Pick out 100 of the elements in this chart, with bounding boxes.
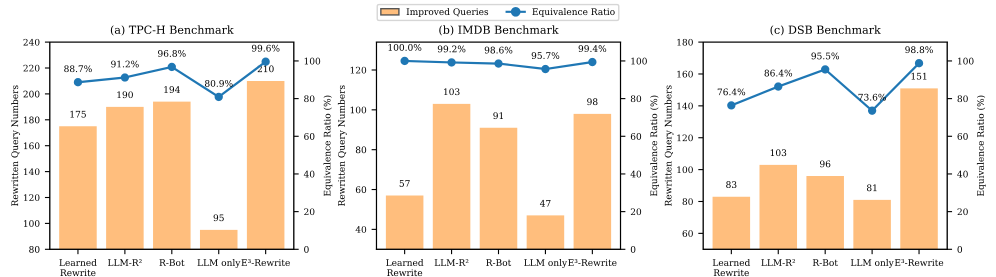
x-tick-label: LLM-R² bbox=[108, 259, 142, 266]
y2-tick-label: 80 bbox=[958, 95, 968, 102]
x-tick-label: R-Bot bbox=[812, 259, 838, 266]
data-label: 76.4% bbox=[718, 88, 746, 96]
data-label: 95.7% bbox=[532, 52, 560, 59]
data-label: 99.4% bbox=[578, 45, 606, 52]
x-tick-label: Learned Rewrite bbox=[386, 259, 424, 276]
y2-tick-label: 80 bbox=[304, 95, 314, 102]
data-label: 194 bbox=[164, 86, 180, 93]
point bbox=[727, 101, 736, 110]
x-tick-label: LLM only bbox=[198, 259, 240, 268]
y2-tick-label: 60 bbox=[958, 133, 968, 140]
y2-tick-label: 100 bbox=[958, 58, 974, 64]
y-tick-label: 120 bbox=[350, 66, 366, 74]
point bbox=[914, 59, 924, 68]
y-axis-title: Rewritten Query Numbers bbox=[11, 85, 20, 206]
data-label: 103 bbox=[770, 149, 786, 156]
y-tick-label: 60 bbox=[356, 186, 366, 194]
x-tick-label: Learned Rewrite bbox=[712, 259, 750, 276]
y-tick-label: 200 bbox=[23, 90, 40, 98]
data-label: 98.6% bbox=[484, 46, 512, 54]
point bbox=[120, 73, 130, 82]
y2-tick-label: 20 bbox=[304, 208, 314, 216]
data-label: 175 bbox=[70, 110, 86, 118]
data-label: 81 bbox=[866, 184, 877, 192]
point bbox=[168, 62, 176, 72]
y2-tick-label: 40 bbox=[630, 170, 642, 178]
data-label: 190 bbox=[117, 91, 133, 98]
data-label: 99.6% bbox=[252, 44, 280, 52]
y-tick-label: 140 bbox=[24, 168, 40, 176]
y2-tick-label: 40 bbox=[304, 170, 314, 178]
point bbox=[74, 78, 82, 86]
y2-tick-label: 20 bbox=[958, 208, 968, 216]
y-tick-label: 60 bbox=[682, 230, 693, 237]
x-tick-label: LLM-R² bbox=[434, 259, 468, 266]
y2-tick-label: 80 bbox=[630, 95, 642, 102]
y-tick-label: 100 bbox=[24, 220, 40, 227]
data-label: 91.2% bbox=[111, 60, 139, 68]
x-tick-label: LLM only bbox=[524, 259, 568, 268]
y2-axis-title: Equivalence Ratio (%) bbox=[324, 96, 332, 196]
data-label: 96.8% bbox=[158, 50, 186, 57]
y2-tick-label: 0 bbox=[958, 246, 962, 253]
point bbox=[774, 82, 782, 91]
y-axis-title: Rewritten Query Numbers bbox=[664, 85, 674, 206]
y2-tick-label: 0 bbox=[304, 246, 309, 253]
data-label: 103 bbox=[444, 88, 460, 96]
y2-tick-label: 40 bbox=[957, 170, 968, 178]
data-label: 57 bbox=[400, 180, 410, 187]
y-tick-label: 40 bbox=[356, 226, 366, 233]
y-tick-label: 100 bbox=[677, 166, 693, 174]
data-label: 99.2% bbox=[438, 46, 466, 52]
y2-axis-title: Equivalence Ratio (%) bbox=[650, 96, 659, 196]
data-label: 47 bbox=[540, 200, 551, 207]
legend-label: Improved Queries bbox=[406, 8, 488, 17]
x-tick-label: LLM only bbox=[850, 259, 894, 268]
y-tick-label: 160 bbox=[677, 70, 693, 78]
y2-axis-title: Equivalence Ratio (%) bbox=[976, 96, 986, 196]
x-tick-label: E³-Rewrite bbox=[568, 259, 617, 266]
y-tick-label: 220 bbox=[23, 64, 40, 72]
point bbox=[868, 106, 876, 115]
x-tick-label: E³-Rewrite bbox=[894, 259, 944, 266]
y-tick-label: 80 bbox=[356, 146, 366, 154]
point bbox=[494, 59, 503, 68]
point bbox=[541, 64, 550, 74]
data-label: 95 bbox=[214, 214, 224, 222]
chart-title: (c) DSB Benchmark bbox=[770, 25, 881, 36]
y-tick-label: 180 bbox=[24, 116, 40, 124]
data-label: 98.8% bbox=[905, 46, 933, 54]
data-label: 98 bbox=[587, 98, 598, 106]
point bbox=[214, 92, 223, 102]
y-tick-label: 120 bbox=[677, 134, 693, 142]
data-label: 88.7% bbox=[64, 65, 92, 72]
data-label: 80.9% bbox=[205, 80, 233, 87]
y-tick-label: 240 bbox=[23, 38, 40, 46]
data-label: 83 bbox=[726, 181, 736, 188]
x-tick-label: LLM-R² bbox=[761, 259, 796, 266]
y-tick-label: 120 bbox=[24, 194, 40, 202]
y2-tick-label: 20 bbox=[630, 208, 642, 216]
x-tick-label: R-Bot bbox=[486, 259, 512, 266]
y-tick-label: 80 bbox=[682, 198, 693, 206]
y2-tick-label: 100 bbox=[304, 58, 320, 64]
y-tick-label: 100 bbox=[350, 106, 366, 114]
y-tick-label: 160 bbox=[24, 142, 40, 150]
data-label: 151 bbox=[912, 72, 926, 80]
y-tick-label: 80 bbox=[29, 246, 40, 253]
data-label: 86.4% bbox=[764, 70, 792, 76]
point bbox=[400, 56, 409, 66]
data-label: 95.5% bbox=[811, 52, 840, 60]
chart-title: (a) TPC-H Benchmark bbox=[110, 25, 234, 36]
legend-label: Equivalence Ratio bbox=[532, 8, 615, 17]
x-tick-label: Learned Rewrite bbox=[59, 259, 97, 276]
x-tick-label: R-Bot bbox=[160, 259, 185, 266]
y2-tick-label: 60 bbox=[630, 133, 642, 140]
x-tick-label: E³-Rewrite bbox=[242, 259, 290, 266]
point bbox=[588, 58, 597, 66]
point bbox=[821, 65, 830, 74]
data-label: 96 bbox=[820, 160, 830, 168]
y-tick-label: 140 bbox=[677, 102, 693, 110]
y2-tick-label: 60 bbox=[304, 133, 314, 140]
y-axis-title: Rewritten Query Numbers bbox=[338, 85, 347, 206]
